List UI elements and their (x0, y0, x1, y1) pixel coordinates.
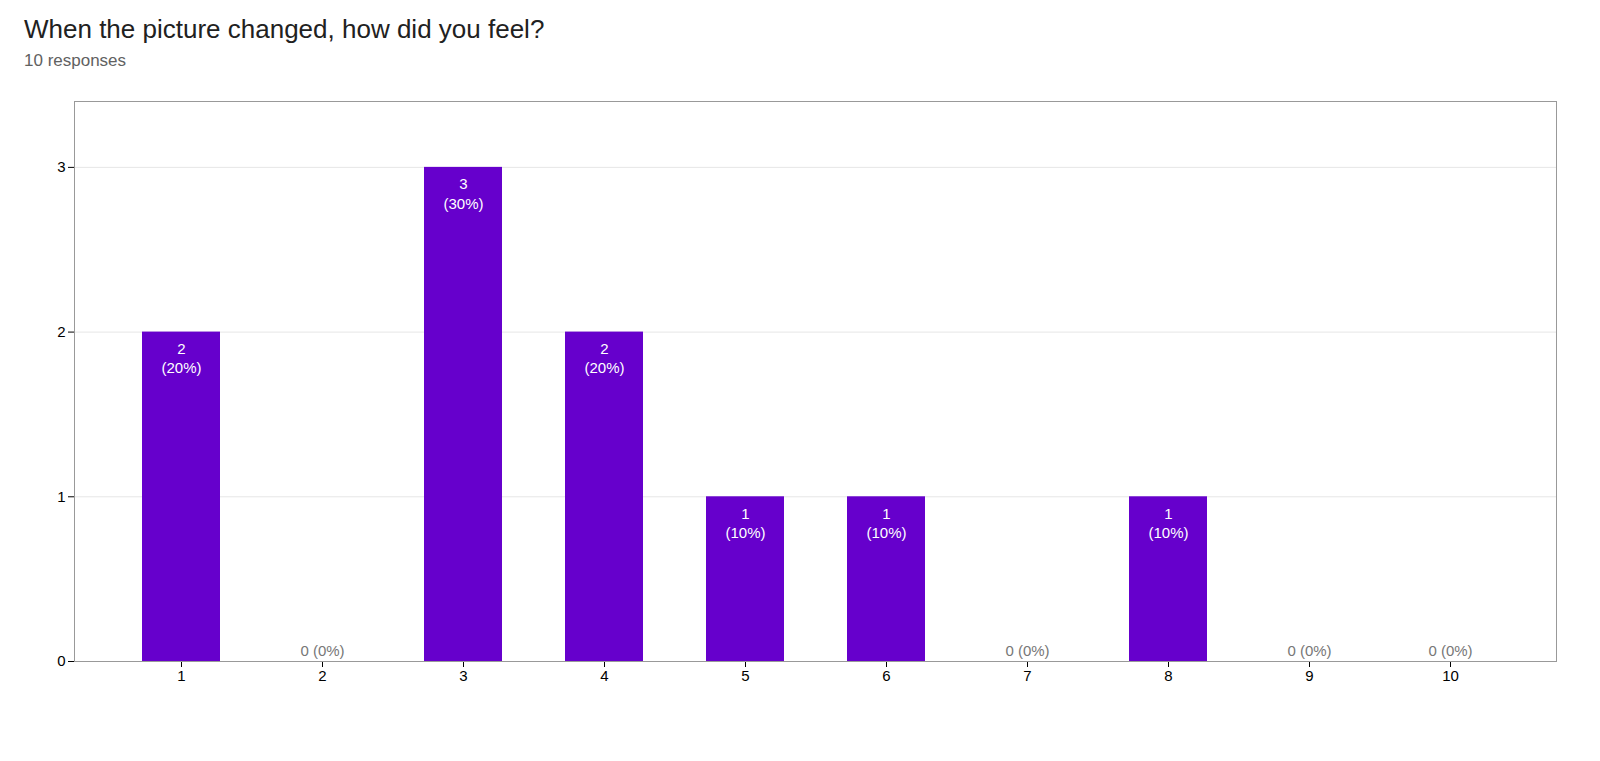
svg-text:1: 1 (57, 488, 65, 505)
svg-text:3: 3 (459, 667, 467, 684)
svg-text:5: 5 (741, 667, 749, 684)
svg-text:7: 7 (1023, 667, 1031, 684)
svg-text:0 (0%): 0 (0%) (1287, 642, 1331, 659)
svg-text:10: 10 (1442, 667, 1459, 684)
svg-text:3(30%): 3(30%) (443, 175, 483, 212)
svg-text:0 (0%): 0 (0%) (1005, 642, 1049, 659)
svg-text:1: 1 (177, 667, 185, 684)
svg-text:2(20%): 2(20%) (161, 340, 201, 377)
svg-text:2: 2 (57, 323, 65, 340)
html-text:10 responses: 10 responses (24, 51, 127, 70)
html-text:When the picture changed, how: When the picture changed, how did you fe… (24, 14, 545, 44)
svg-text:3: 3 (57, 158, 65, 175)
svg-text:1(10%): 1(10%) (866, 505, 906, 542)
svg-text:0 (0%): 0 (0%) (300, 642, 344, 659)
svg-text:2(20%): 2(20%) (584, 340, 624, 377)
svg-text:2: 2 (318, 667, 326, 684)
svg-text:0 (0%): 0 (0%) (1428, 642, 1472, 659)
svg-text:4: 4 (600, 667, 608, 684)
svg-text:1(10%): 1(10%) (725, 505, 765, 542)
svg-text:9: 9 (1305, 667, 1313, 684)
svg-text:8: 8 (1164, 667, 1172, 684)
svg-text:0: 0 (57, 652, 65, 669)
svg-text:6: 6 (882, 667, 890, 684)
svg-text:1(10%): 1(10%) (1148, 505, 1188, 542)
